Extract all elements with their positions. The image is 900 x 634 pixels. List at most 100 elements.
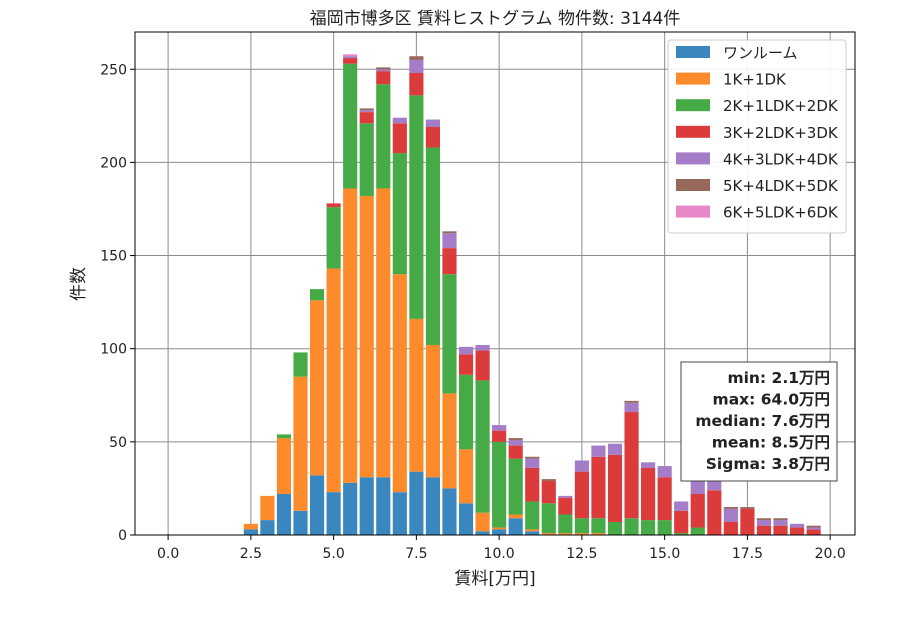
legend-swatch — [676, 179, 710, 191]
bar-segment — [475, 512, 490, 532]
bar-segment — [475, 344, 490, 351]
x-axis-ticks: 0.0 2.5 5.0 7.5 10.0 12.5 15.0 17.5 20.0 — [157, 535, 846, 562]
bar-segment — [607, 454, 623, 522]
bar-segment — [458, 354, 474, 375]
bar-segment — [591, 533, 606, 535]
bar-segment — [773, 520, 788, 526]
y-tick-label: 250 — [100, 62, 127, 78]
legend-box — [667, 39, 847, 234]
legend-swatch — [676, 46, 710, 58]
bar-segment — [740, 507, 755, 509]
bar-segment — [359, 108, 374, 111]
bar-segment — [359, 123, 374, 196]
x-tick-label: 15.0 — [649, 546, 680, 562]
y-tick-label: 50 — [109, 435, 127, 451]
bar-segment — [442, 233, 457, 249]
bar-segment — [492, 527, 507, 530]
bar-segment — [392, 117, 407, 124]
bar-segment — [508, 439, 523, 446]
bar-segment — [558, 497, 573, 515]
bar-segment — [525, 501, 540, 530]
x-tick-label: 12.5 — [566, 546, 597, 562]
bar-segment — [458, 449, 474, 504]
bar-segment — [442, 274, 457, 394]
bar-segment — [525, 529, 540, 532]
bar-segment — [458, 374, 474, 450]
bar-segment — [674, 533, 689, 535]
legend-swatch — [676, 72, 710, 85]
bar-segment — [309, 300, 325, 476]
bar-segment — [458, 503, 474, 535]
bar-segment — [425, 119, 441, 128]
bar-segment — [756, 520, 772, 526]
bar-segment — [425, 147, 441, 345]
bar-segment — [806, 529, 821, 535]
plot-frame — [134, 31, 856, 536]
stats-line: median: 7.6万円 — [695, 412, 830, 430]
bar-segment — [690, 527, 705, 535]
bar-segment — [343, 63, 358, 189]
bar-segment — [707, 479, 722, 491]
bar-segment — [756, 525, 772, 535]
legend-label: 1K+1DK — [723, 71, 787, 89]
x-axis-label: 賃料[万円] — [454, 569, 535, 589]
bar-segment — [442, 488, 457, 535]
bar-segment — [641, 467, 656, 521]
bar-segment — [773, 525, 788, 535]
x-tick-label: 5.0 — [322, 546, 344, 562]
bar-segment — [326, 203, 341, 208]
bar-segment — [326, 492, 341, 535]
bar-segment — [525, 467, 540, 502]
bar-segment — [243, 529, 258, 535]
bar-segment — [425, 344, 441, 478]
bar-segment — [392, 153, 407, 275]
bar-segment — [574, 518, 589, 534]
bar-segment — [359, 110, 374, 113]
stats-line: Sigma: 3.8万円 — [706, 455, 830, 473]
bar-segment — [343, 54, 358, 57]
bar-segment — [558, 533, 573, 535]
histogram-bars — [243, 54, 821, 535]
bar-segment — [657, 520, 672, 535]
stats-line: max: 64.0万円 — [713, 391, 830, 409]
bar-segment — [442, 248, 457, 275]
bar-segment — [591, 456, 606, 519]
legend-label: ワンルーム — [723, 44, 798, 62]
bar-segment — [773, 518, 788, 521]
bar-segment — [591, 445, 606, 457]
bar-segment — [409, 95, 424, 319]
bar-segment — [508, 438, 523, 440]
bar-segment — [276, 438, 292, 495]
bar-segment — [806, 527, 821, 530]
bar-segment — [525, 456, 540, 459]
bar-segment — [376, 188, 391, 478]
bar-segment — [525, 531, 540, 535]
bar-segment — [723, 521, 738, 535]
bar-segment — [359, 112, 374, 124]
bar-segment — [359, 477, 374, 535]
bar-segment — [574, 471, 589, 519]
bar-segment — [723, 508, 738, 522]
bar-segment — [409, 318, 424, 472]
bar-segment — [541, 533, 556, 535]
bar-segment — [624, 518, 639, 535]
bar-segment — [541, 480, 556, 504]
bar-segment — [607, 521, 623, 535]
bar-segment — [525, 458, 540, 468]
y-axis-ticks: 0 50 100 150 200 250 — [100, 62, 135, 544]
bar-segment — [293, 510, 308, 535]
bar-segment — [376, 84, 391, 189]
bar-segment — [392, 123, 407, 154]
bar-segment — [541, 479, 556, 481]
bar-segment — [343, 482, 358, 535]
bar-segment — [425, 477, 441, 535]
bar-segment — [624, 412, 639, 519]
bar-segment — [690, 480, 705, 495]
y-tick-label: 150 — [100, 249, 127, 265]
bar-segment — [508, 518, 523, 535]
bar-segment — [376, 67, 391, 70]
bar-segment — [657, 466, 672, 478]
stats-line: min: 2.1万円 — [727, 369, 830, 387]
bar-segment — [425, 127, 441, 148]
bar-segment — [376, 71, 391, 85]
